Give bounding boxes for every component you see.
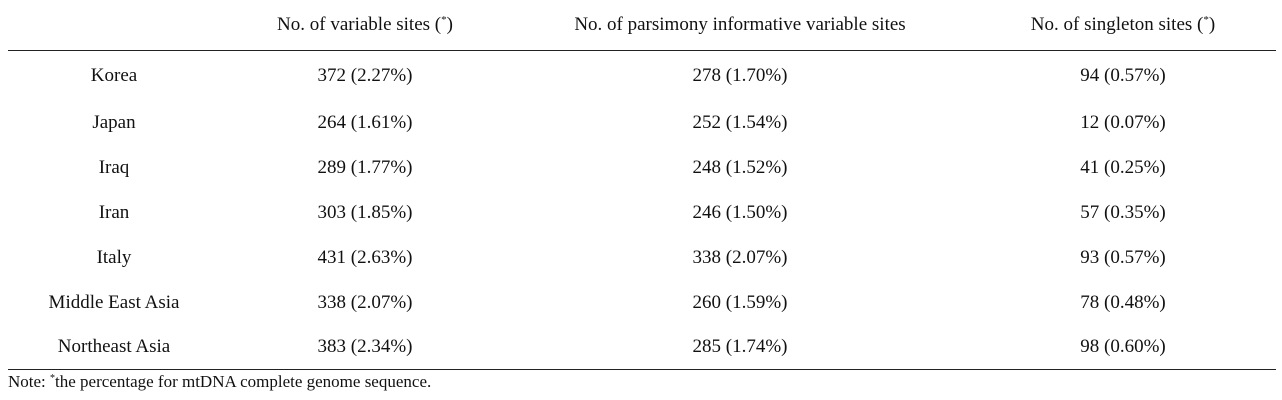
cell-singleton: 98 (0.60%) bbox=[1080, 336, 1166, 357]
cell-singleton: 57 (0.35%) bbox=[1080, 201, 1166, 223]
table-row: Iran 303 (1.85%) 246 (1.50%) 57 (0.35%) bbox=[8, 190, 1276, 235]
cell-singleton: 93 (0.57%) bbox=[1080, 246, 1166, 268]
table-header-row: No. of variable sites (*) No. of parsimo… bbox=[8, 0, 1276, 51]
table-row: Middle East Asia 338 (2.07%) 260 (1.59%)… bbox=[8, 280, 1276, 325]
cell-region: Middle East Asia bbox=[48, 291, 180, 313]
cell-region: Northeast Asia bbox=[57, 336, 171, 357]
header-variable-sites-label: No. of variable sites ( bbox=[277, 14, 442, 35]
cell-parsimony: 248 (1.52%) bbox=[692, 156, 788, 178]
footnote-text: the percentage for mtDNA complete genome… bbox=[55, 372, 432, 391]
cell-region: Iraq bbox=[98, 156, 130, 178]
cell-variable: 264 (1.61%) bbox=[317, 111, 413, 133]
cell-region: Italy bbox=[96, 246, 132, 268]
cell-parsimony: 338 (2.07%) bbox=[692, 246, 788, 268]
asterisk-mark: * bbox=[50, 373, 56, 384]
header-singleton-sites-label: No. of singleton sites ( bbox=[1030, 14, 1204, 35]
table-row: Korea 372 (2.27%) 278 (1.70%) 94 (0.57%) bbox=[8, 51, 1276, 101]
header-singleton-sites: No. of singleton sites (*) bbox=[970, 0, 1276, 51]
header-region bbox=[8, 0, 220, 51]
cell-singleton: 41 (0.25%) bbox=[1080, 156, 1166, 178]
asterisk-mark: * bbox=[441, 14, 447, 26]
cell-singleton: 78 (0.48%) bbox=[1080, 291, 1166, 313]
cell-singleton: 12 (0.07%) bbox=[1080, 111, 1166, 133]
cell-variable: 431 (2.63%) bbox=[317, 246, 413, 268]
cell-variable: 338 (2.07%) bbox=[317, 291, 413, 313]
cell-variable: 303 (1.85%) bbox=[317, 201, 413, 223]
cell-variable: 383 (2.34%) bbox=[317, 336, 413, 357]
cell-region: Japan bbox=[92, 111, 136, 133]
cell-variable: 372 (2.27%) bbox=[317, 64, 413, 86]
table-footnote: Note: *the percentage for mtDNA complete… bbox=[8, 372, 431, 392]
cell-region: Korea bbox=[90, 64, 138, 86]
variable-sites-table: No. of variable sites (*) No. of parsimo… bbox=[8, 0, 1276, 370]
table-row: Northeast Asia 383 (2.34%) 285 (1.74%) 9… bbox=[8, 325, 1276, 370]
cell-parsimony: 246 (1.50%) bbox=[692, 201, 788, 223]
cell-parsimony: 252 (1.54%) bbox=[692, 111, 788, 133]
data-table-container: No. of variable sites (*) No. of parsimo… bbox=[8, 0, 1276, 370]
cell-parsimony: 260 (1.59%) bbox=[692, 291, 788, 313]
cell-variable: 289 (1.77%) bbox=[317, 156, 413, 178]
cell-singleton: 94 (0.57%) bbox=[1080, 64, 1166, 86]
table-row: Italy 431 (2.63%) 338 (2.07%) 93 (0.57%) bbox=[8, 235, 1276, 280]
header-singleton-sites-close: ) bbox=[1208, 14, 1216, 35]
cell-region: Iran bbox=[98, 201, 130, 223]
header-variable-sites: No. of variable sites (*) bbox=[220, 0, 510, 51]
asterisk-mark: * bbox=[1203, 14, 1209, 26]
table-row: Japan 264 (1.61%) 252 (1.54%) 12 (0.07%) bbox=[8, 100, 1276, 145]
header-parsimony-sites: No. of parsimony informative variable si… bbox=[574, 14, 906, 35]
cell-parsimony: 278 (1.70%) bbox=[692, 64, 788, 86]
table-row: Iraq 289 (1.77%) 248 (1.52%) 41 (0.25%) bbox=[8, 145, 1276, 190]
cell-parsimony: 285 (1.74%) bbox=[692, 336, 788, 357]
header-variable-sites-close: ) bbox=[446, 14, 453, 35]
footnote-prefix: Note: bbox=[8, 372, 51, 391]
